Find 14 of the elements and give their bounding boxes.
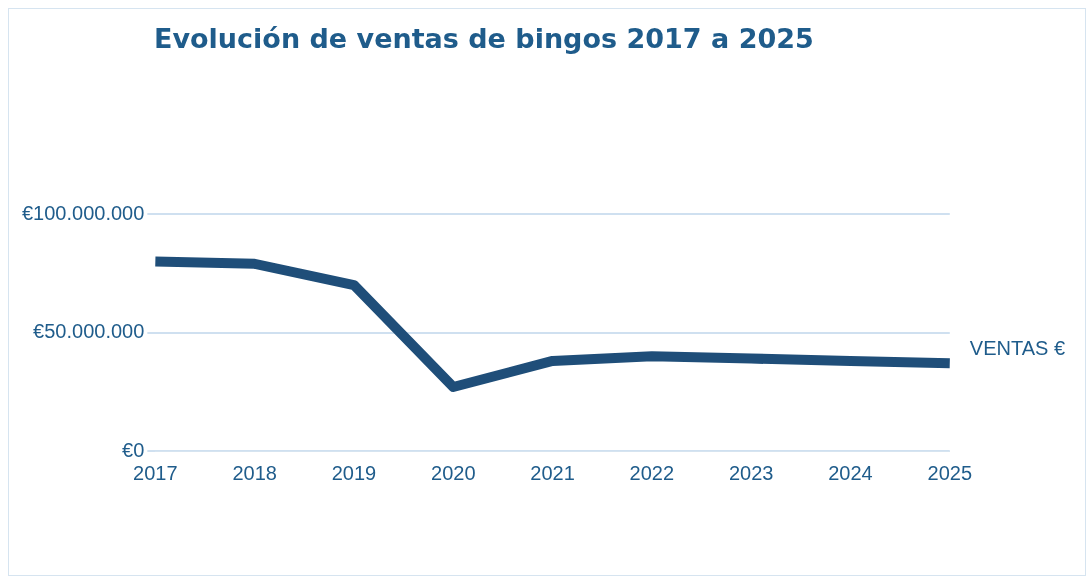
- y-tick-label: €50.000.000: [33, 320, 145, 343]
- y-tick-label: €100.000.000: [22, 201, 145, 224]
- x-tick-label: 2022: [629, 461, 675, 484]
- x-tick-label: 2020: [431, 461, 476, 484]
- chart-title: Evolución de ventas de bingos 2017 a 2025: [154, 23, 814, 54]
- x-tick-label: 2019: [331, 461, 377, 484]
- x-tick-label: 2017: [133, 461, 178, 484]
- x-tick-label: 2021: [530, 461, 575, 484]
- x-tick-label: 2025: [927, 461, 973, 484]
- x-tick-label: 2024: [828, 461, 873, 484]
- y-tick-label: €0: [122, 438, 145, 461]
- x-tick-label: 2023: [728, 461, 774, 484]
- series-label: VENTAS €: [969, 336, 1065, 359]
- x-tick-label: 2018: [232, 461, 277, 484]
